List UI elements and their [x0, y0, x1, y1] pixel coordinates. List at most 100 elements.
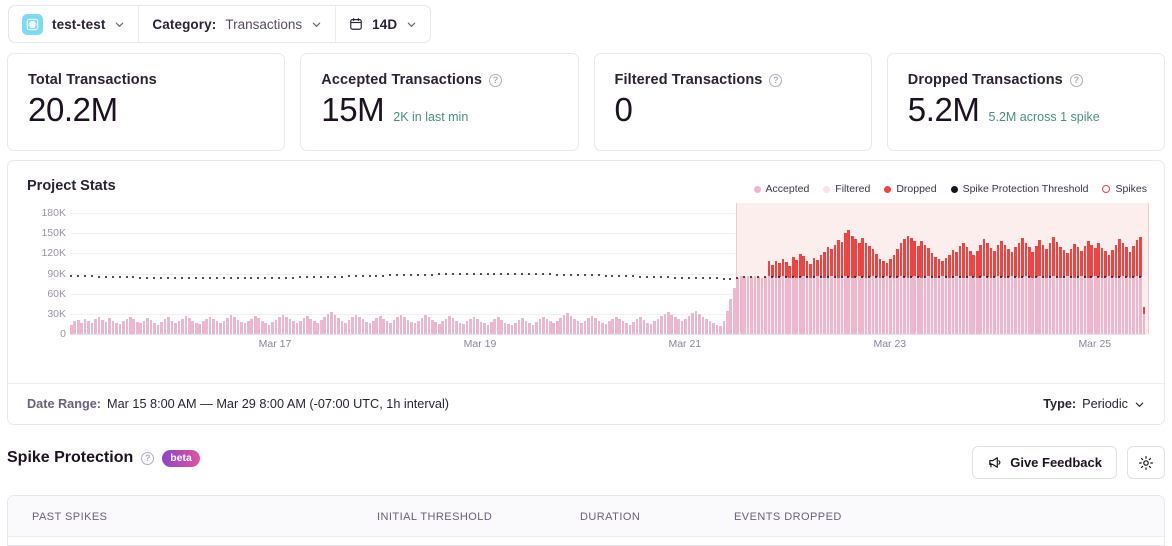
- chart-bar[interactable]: [868, 246, 871, 334]
- chart-bars[interactable]: [70, 203, 1150, 334]
- chart-bar[interactable]: [1055, 241, 1059, 334]
- chart-bar[interactable]: [306, 315, 309, 334]
- chart-bar[interactable]: [1142, 307, 1146, 334]
- settings-button[interactable]: [1127, 446, 1165, 479]
- help-circle-icon[interactable]: ?: [1069, 73, 1083, 87]
- chart-bar[interactable]: [743, 276, 746, 334]
- chart-bar[interactable]: [201, 321, 205, 334]
- chart-bar[interactable]: [837, 239, 840, 334]
- chart-bar[interactable]: [510, 325, 514, 334]
- chart-bar[interactable]: [569, 315, 573, 334]
- chart-bar[interactable]: [354, 314, 358, 334]
- chart-bar[interactable]: [70, 324, 73, 334]
- chart-bar[interactable]: [160, 321, 163, 334]
- chart-bar[interactable]: [642, 319, 646, 334]
- chart-bar[interactable]: [1086, 241, 1090, 334]
- chart-bar[interactable]: [750, 276, 753, 334]
- chart-bar[interactable]: [351, 317, 354, 334]
- chart-bar[interactable]: [139, 323, 143, 334]
- chart-bar[interactable]: [930, 252, 934, 334]
- chart-bar[interactable]: [337, 317, 340, 334]
- chart-bar[interactable]: [903, 239, 906, 334]
- chart-bar[interactable]: [660, 315, 663, 334]
- chart-bar[interactable]: [76, 319, 80, 334]
- chart-bar[interactable]: [1031, 252, 1035, 334]
- chart-bar[interactable]: [1052, 237, 1055, 334]
- chart-bar[interactable]: [840, 241, 844, 334]
- chart-bar[interactable]: [396, 316, 399, 334]
- chart-bar[interactable]: [247, 320, 250, 334]
- chart-bar[interactable]: [125, 318, 129, 334]
- chart-bar[interactable]: [462, 323, 465, 334]
- chart-bar[interactable]: [181, 318, 184, 334]
- chart-bar[interactable]: [427, 317, 431, 334]
- chart-bar[interactable]: [875, 254, 878, 334]
- chart-bar[interactable]: [483, 323, 486, 334]
- chart-bar[interactable]: [1034, 246, 1038, 334]
- chart-bar[interactable]: [240, 321, 243, 334]
- chart-bar[interactable]: [118, 323, 122, 334]
- chart-bar[interactable]: [590, 315, 594, 334]
- chart-bar[interactable]: [795, 260, 799, 334]
- chart-bar[interactable]: [1069, 248, 1073, 334]
- chart-bar[interactable]: [906, 235, 910, 334]
- chart-bar[interactable]: [1014, 247, 1017, 334]
- chart-bar[interactable]: [913, 241, 917, 334]
- chart-bar[interactable]: [437, 323, 441, 334]
- project-selector[interactable]: test-test: [9, 6, 138, 42]
- chart-bar[interactable]: [823, 252, 826, 334]
- chart-bar[interactable]: [625, 323, 628, 334]
- chart-bar[interactable]: [576, 321, 580, 334]
- chart-bar[interactable]: [878, 258, 882, 334]
- chart-bar[interactable]: [729, 299, 733, 334]
- chart-bar[interactable]: [993, 251, 996, 334]
- chart-bar[interactable]: [229, 315, 233, 334]
- chart-bar[interactable]: [344, 322, 347, 334]
- chart-bar[interactable]: [410, 321, 413, 334]
- chart-bar[interactable]: [1111, 250, 1114, 334]
- chart-bar[interactable]: [316, 323, 320, 334]
- chart-bar[interactable]: [368, 323, 372, 334]
- chart-bar[interactable]: [580, 323, 583, 334]
- chart-bar[interactable]: [1125, 247, 1128, 334]
- chart-bar[interactable]: [458, 322, 462, 334]
- chart-bar[interactable]: [996, 245, 1000, 334]
- chart-bar[interactable]: [653, 321, 656, 334]
- chart-bar[interactable]: [194, 322, 198, 334]
- chart-bar[interactable]: [365, 321, 368, 334]
- chart-bar[interactable]: [719, 325, 722, 334]
- chart-bar[interactable]: [778, 263, 781, 334]
- chart-bar[interactable]: [260, 320, 264, 334]
- chart-bar[interactable]: [691, 313, 694, 334]
- chart-bar[interactable]: [1038, 239, 1041, 334]
- chart-bar[interactable]: [87, 320, 90, 334]
- chart-bar[interactable]: [323, 317, 326, 334]
- chart-bar[interactable]: [1114, 245, 1118, 334]
- chart-bar[interactable]: [281, 314, 285, 334]
- chart-bar[interactable]: [403, 317, 406, 334]
- chart-bar[interactable]: [941, 261, 944, 334]
- chart-bar[interactable]: [1017, 242, 1021, 334]
- chart-bar[interactable]: [236, 319, 240, 334]
- chart-bar[interactable]: [809, 264, 812, 334]
- chart-bar[interactable]: [916, 246, 920, 334]
- legend-item[interactable]: Filtered: [823, 183, 870, 195]
- chart-bar[interactable]: [830, 249, 833, 334]
- chart-bar[interactable]: [122, 321, 125, 334]
- chart-bar[interactable]: [861, 237, 864, 334]
- chart-bar[interactable]: [378, 315, 382, 334]
- chart-bar[interactable]: [264, 322, 267, 334]
- chart-bar[interactable]: [142, 320, 146, 334]
- chart-bar[interactable]: [219, 323, 222, 334]
- chart-bar[interactable]: [968, 250, 972, 334]
- chart-bar[interactable]: [503, 322, 507, 334]
- chart-bar[interactable]: [1118, 239, 1121, 334]
- chart-bar[interactable]: [250, 318, 254, 334]
- chart-bar[interactable]: [476, 319, 479, 334]
- chart-bar[interactable]: [531, 324, 535, 334]
- chart-bar[interactable]: [451, 317, 455, 334]
- chart-bar[interactable]: [885, 262, 889, 334]
- chart-bar[interactable]: [1080, 250, 1083, 334]
- chart-bar[interactable]: [1000, 240, 1003, 334]
- chart-bar[interactable]: [705, 319, 708, 334]
